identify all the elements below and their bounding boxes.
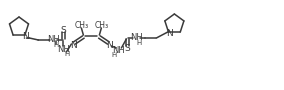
Text: H: H bbox=[112, 52, 117, 58]
Text: NH: NH bbox=[130, 32, 143, 41]
Text: N: N bbox=[70, 40, 77, 50]
Text: N: N bbox=[22, 32, 29, 41]
Text: H: H bbox=[65, 51, 70, 57]
Text: CH₃: CH₃ bbox=[94, 21, 108, 30]
Text: N: N bbox=[166, 29, 173, 38]
Text: CH₃: CH₃ bbox=[74, 21, 88, 30]
Text: N: N bbox=[106, 40, 113, 50]
Text: NH: NH bbox=[57, 44, 70, 53]
Text: NH: NH bbox=[47, 34, 60, 43]
Text: H: H bbox=[137, 40, 142, 46]
Text: S: S bbox=[124, 43, 130, 52]
Text: S: S bbox=[60, 25, 66, 34]
Text: H: H bbox=[54, 42, 59, 48]
Text: NH: NH bbox=[112, 46, 125, 55]
